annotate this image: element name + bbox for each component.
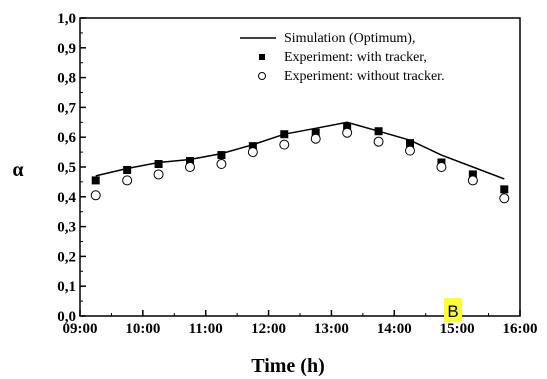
y-tick-label: 0,3: [57, 220, 76, 236]
y-tick-label: 0,9: [57, 41, 76, 57]
y-axis-title: α: [12, 159, 23, 181]
point-with-tracker: [343, 122, 352, 131]
point-without-tracker: [467, 175, 478, 186]
point-without-tracker: [279, 139, 290, 150]
highlight-badge: B: [444, 298, 462, 322]
x-tick-label: 11:00: [189, 321, 223, 337]
point-with-tracker: [123, 165, 132, 174]
point-with-tracker: [311, 128, 320, 137]
point-with-tracker: [500, 185, 509, 194]
y-tick-label: 1,0: [57, 11, 76, 27]
point-without-tracker: [90, 190, 101, 201]
x-tick-label: 09:00: [63, 321, 98, 337]
x-axis-title: Time (h): [251, 355, 325, 377]
point-with-tracker: [154, 160, 163, 169]
point-without-tracker: [436, 162, 447, 172]
x-tick-label: 13:00: [314, 321, 349, 337]
point-with-tracker: [468, 170, 477, 179]
point-without-tracker: [216, 159, 227, 170]
point-without-tracker: [405, 145, 415, 156]
point-with-tracker: [280, 130, 289, 139]
legend-label: Simulation (Optimum),: [284, 31, 415, 46]
x-tick-label: 10:00: [125, 321, 160, 337]
point-without-tracker: [185, 162, 195, 172]
y-tick-label: 0,8: [57, 71, 76, 87]
x-axis-ticks: 09:00 10:00 11:00 12:00 13:00 14:00 15:00 16:00: [63, 310, 538, 337]
point-with-tracker: [91, 176, 100, 185]
point-with-tracker: [217, 151, 226, 160]
y-tick-label: 0,5: [57, 160, 76, 176]
y-tick-label: 0,4: [57, 190, 76, 206]
y-tick-label: 0,7: [57, 100, 76, 116]
x-tick-label: 12:00: [251, 321, 286, 337]
legend-label: Experiment: with tracker,: [284, 50, 427, 65]
y-axis-ticks: 0,0 0,1 0,2 0,3 0,4 0,5 0,6 0,7 0,8 0,9 1,0: [57, 11, 86, 325]
legend: Simulation (Optimum), Experiment: with tr…: [240, 31, 445, 84]
legend-circle-swatch: [258, 72, 266, 80]
point-without-tracker: [499, 193, 510, 204]
y-tick-label: 0,2: [57, 249, 76, 265]
series-line-simulation: [95, 121, 505, 180]
point-without-tracker: [247, 147, 258, 158]
legend-label: Experiment: without tracker.: [284, 69, 445, 84]
point-without-tracker: [373, 136, 384, 147]
plot-area: [90, 121, 510, 204]
badge-background: [444, 298, 462, 322]
point-with-tracker: [374, 127, 383, 136]
x-tick-label: 15:00: [440, 321, 475, 337]
point-without-tracker: [342, 127, 353, 138]
point-with-tracker: [406, 139, 414, 148]
y-tick-label: 0,0: [57, 309, 76, 325]
legend-square-swatch: [259, 54, 265, 60]
x-tick-label: 14:00: [377, 321, 412, 337]
point-with-tracker: [186, 157, 194, 166]
x-tick-label: 16:00: [503, 321, 538, 337]
point-with-tracker: [248, 142, 257, 151]
point-without-tracker: [122, 175, 133, 186]
badge-label: B: [447, 302, 458, 321]
point-without-tracker: [310, 133, 321, 144]
y-tick-label: 0,1: [57, 279, 76, 295]
y-tick-label: 0,6: [57, 130, 76, 146]
point-without-tracker: [153, 169, 164, 180]
